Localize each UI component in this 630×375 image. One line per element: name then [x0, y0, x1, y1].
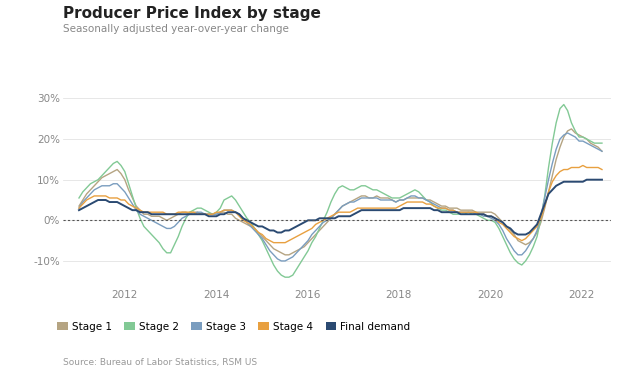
Legend: Stage 1, Stage 2, Stage 3, Stage 4, Final demand: Stage 1, Stage 2, Stage 3, Stage 4, Fina…: [57, 321, 410, 332]
Text: Seasonally adjusted year-over-year change: Seasonally adjusted year-over-year chang…: [63, 24, 289, 34]
Text: Producer Price Index by stage: Producer Price Index by stage: [63, 6, 321, 21]
Text: Source: Bureau of Labor Statistics, RSM US: Source: Bureau of Labor Statistics, RSM …: [63, 358, 257, 367]
